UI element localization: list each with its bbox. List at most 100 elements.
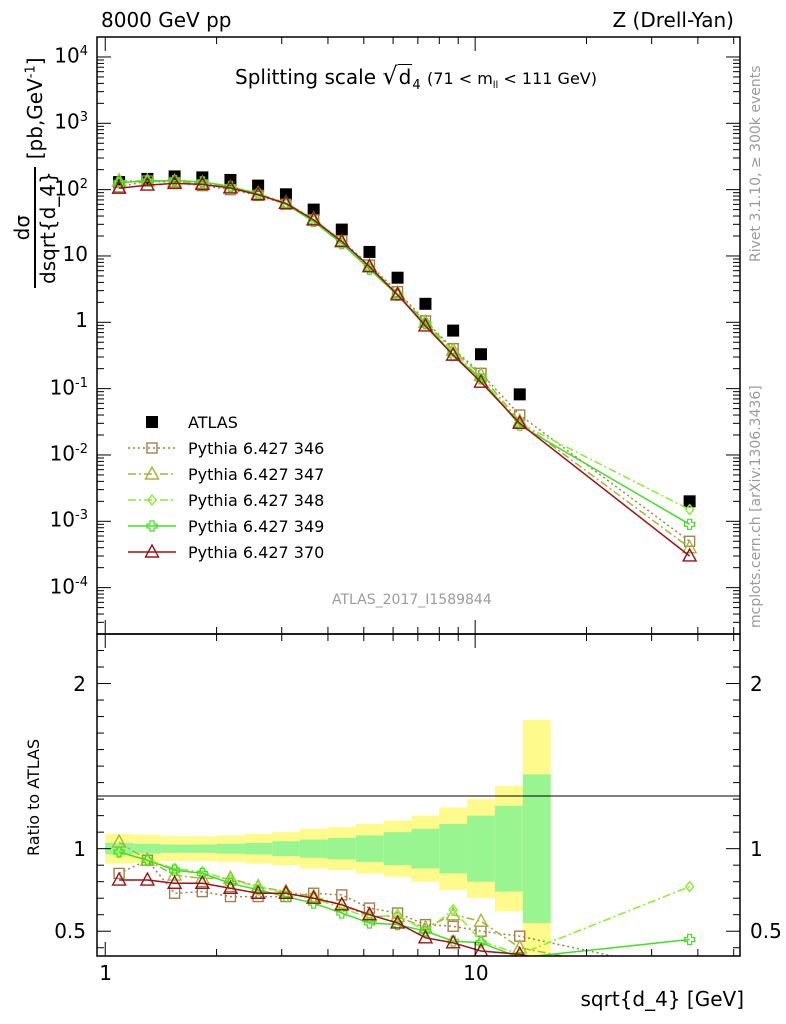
ratio-series-4-point bbox=[278, 884, 294, 899]
x-tick-label: 1 bbox=[99, 961, 112, 985]
ratio-series-4-point bbox=[473, 942, 489, 956]
ratio-tick-label: 1 bbox=[750, 836, 763, 861]
series-1-point bbox=[683, 535, 696, 547]
ratio-stat-band bbox=[216, 843, 245, 854]
ratio-series-4-point bbox=[514, 945, 526, 956]
y-tick-label: 10-4 bbox=[49, 574, 88, 599]
ratio-stat-band bbox=[272, 841, 300, 857]
ratio-series-1-point bbox=[305, 888, 322, 903]
ratio-stat-band bbox=[105, 842, 134, 855]
series-5-point bbox=[473, 373, 489, 388]
ratio-series-4-line bbox=[119, 879, 532, 956]
ratio-stat-band bbox=[133, 843, 161, 854]
series-0-point bbox=[335, 223, 348, 236]
plot-title: Splitting scale √d4 (71 < mll < 111 GeV) bbox=[235, 64, 597, 92]
ratio-series-0-point bbox=[336, 889, 348, 901]
mcplots-label: mcplots.cern.ch [arXiv:1306.3436] bbox=[748, 385, 764, 628]
series-5-point bbox=[681, 547, 698, 562]
ratio-stat-band bbox=[299, 839, 328, 858]
series-5-point bbox=[417, 317, 434, 332]
ratio-series-1-line bbox=[118, 841, 567, 956]
ratio-tick-label: 0.5 bbox=[750, 919, 782, 944]
legend-label: Pythia 6.427 347 bbox=[188, 465, 324, 484]
ratio-series-3-point bbox=[196, 867, 208, 880]
ratio-series-4-point bbox=[166, 874, 183, 890]
ratio-tick-label: 2 bbox=[73, 671, 86, 696]
series-0-point bbox=[363, 245, 376, 258]
ratio-series-1-point bbox=[417, 919, 434, 934]
ratio-series-2-point bbox=[476, 935, 486, 948]
axis-ticks bbox=[97, 36, 740, 956]
ratio-series-0-point bbox=[685, 968, 695, 978]
ratio-series-1-point bbox=[445, 906, 461, 921]
ratio-series-4-point bbox=[139, 871, 156, 886]
legend-marker bbox=[144, 465, 160, 480]
ratio-series-4-point bbox=[194, 874, 210, 890]
ratio-tick-label: 0.5 bbox=[54, 919, 86, 944]
legend-label: Pythia 6.427 348 bbox=[188, 491, 324, 510]
ratio-stat-band bbox=[188, 844, 217, 853]
ratio-series-1-point bbox=[473, 912, 489, 928]
series-4-point bbox=[141, 175, 153, 187]
ratio-series-3-line bbox=[118, 851, 690, 956]
plot-title-sub: 4 bbox=[412, 78, 421, 93]
y-axis-label-numerator: dσ bbox=[10, 214, 34, 241]
y-tick-label: 10-1 bbox=[49, 375, 88, 400]
ratio-series-2-point bbox=[225, 873, 236, 887]
main-series-layer bbox=[111, 170, 698, 562]
series-0-point bbox=[474, 348, 487, 361]
series-5-point bbox=[334, 233, 350, 248]
ratio-y-axis-label: Ratio to ATLAS bbox=[24, 738, 43, 856]
legend-label: Pythia 6.427 346 bbox=[188, 439, 324, 458]
legend-marker bbox=[146, 442, 158, 454]
ratio-stat-band bbox=[327, 837, 356, 860]
y-tick-label: 10-3 bbox=[49, 507, 88, 532]
ratio-tick-label: 2 bbox=[750, 671, 763, 696]
ratio-series-0-point bbox=[447, 920, 459, 932]
y-tick-label: 104 bbox=[54, 43, 88, 68]
series-2-point bbox=[681, 539, 698, 554]
ratio-stat-band bbox=[244, 842, 273, 855]
series-0-point bbox=[513, 388, 526, 401]
ratio-series-0-point bbox=[224, 890, 237, 903]
series-0-point bbox=[447, 324, 460, 337]
ratio-series-3-point bbox=[113, 846, 125, 858]
ratio-series-1-point bbox=[683, 974, 696, 986]
series-5-point bbox=[166, 174, 183, 190]
ratio-series-2-point bbox=[448, 903, 459, 916]
series-5-point bbox=[222, 179, 239, 194]
ratio-series-3-point bbox=[391, 919, 404, 931]
legend-marker bbox=[144, 543, 160, 558]
series-4-point bbox=[684, 518, 696, 530]
legend-marker bbox=[147, 493, 157, 507]
ratio-series-4-point bbox=[389, 914, 406, 929]
series-4-point bbox=[363, 263, 376, 275]
series-1-line bbox=[118, 180, 691, 542]
ratio-plot-frame bbox=[96, 633, 741, 957]
legend-marker bbox=[146, 520, 158, 532]
plot-title-main: Splitting scale bbox=[235, 65, 377, 89]
series-4-point bbox=[336, 238, 348, 250]
y-axis-label: dσ dsqrt{d_4} [pb,GeV-1] bbox=[10, 57, 60, 288]
series-5-point bbox=[139, 176, 156, 191]
ratio-series-4-point bbox=[305, 889, 322, 904]
plot-title-var: d bbox=[397, 64, 413, 89]
ratio-series-4-point bbox=[417, 929, 434, 944]
ratio-tick-label: 1 bbox=[73, 836, 86, 861]
header-left-label: 8000 GeV pp bbox=[101, 8, 232, 32]
analysis-label: ATLAS_2017_I1589844 bbox=[332, 592, 492, 608]
series-5-point bbox=[278, 194, 294, 210]
ratio-uncertainty-bands bbox=[105, 719, 551, 956]
series-5-point bbox=[512, 414, 528, 430]
x-tick-label: 10 bbox=[463, 961, 489, 985]
y-tick-label: 1 bbox=[75, 308, 88, 333]
ratio-series-1-point bbox=[166, 866, 183, 881]
series-3-line bbox=[119, 179, 690, 511]
ratio-series-3-point bbox=[363, 917, 376, 929]
series-5-point bbox=[389, 286, 406, 301]
header-right-label: Z (Drell-Yan) bbox=[612, 8, 734, 32]
ratio-series-4-point bbox=[445, 934, 461, 949]
y-tick-label: 102 bbox=[54, 176, 88, 201]
ratio-series-3-point bbox=[252, 884, 264, 896]
